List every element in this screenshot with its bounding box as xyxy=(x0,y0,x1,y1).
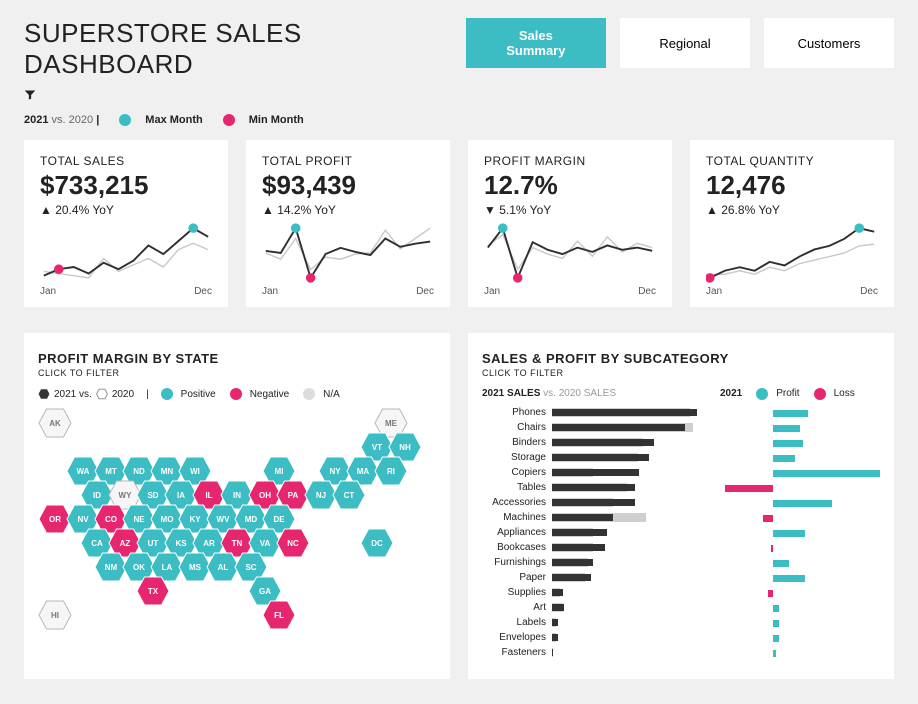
subcat-label: Art xyxy=(482,602,546,613)
state-hex-ak[interactable]: AK xyxy=(38,408,72,438)
kpi-delta: ▼ 5.1% YoY xyxy=(484,203,656,217)
kpi-card[interactable]: PROFIT MARGIN 12.7% ▼ 5.1% YoY JanDec xyxy=(468,140,672,307)
kpi-cards: TOTAL SALES $733,215 ▲ 20.4% YoY JanDec … xyxy=(24,140,894,307)
subcat-panel-title: SALES & PROFIT BY SUBCATEGORY xyxy=(482,351,880,366)
kpi-label: TOTAL SALES xyxy=(40,154,212,168)
state-legend: 2021 vs. 2020 | Positive Negative N/A xyxy=(38,388,436,400)
subcat-label: Chairs xyxy=(482,422,546,433)
subcat-row[interactable]: Accessories xyxy=(482,495,704,510)
profit-row[interactable] xyxy=(720,616,880,631)
profit-row[interactable] xyxy=(720,556,880,571)
subcat-row[interactable]: Bookcases xyxy=(482,540,704,555)
profit-row[interactable] xyxy=(720,601,880,616)
kpi-label: TOTAL PROFIT xyxy=(262,154,434,168)
subcat-label: Furnishings xyxy=(482,557,546,568)
subcat-row[interactable]: Paper xyxy=(482,570,704,585)
subcat-label: Supplies xyxy=(482,587,546,598)
subcat-panel-subtitle: CLICK TO FILTER xyxy=(482,368,880,378)
subcat-label: Storage xyxy=(482,452,546,463)
subcat-label: Envelopes xyxy=(482,632,546,643)
kpi-label: PROFIT MARGIN xyxy=(484,154,656,168)
subcat-label: Binders xyxy=(482,437,546,448)
subcat-label: Machines xyxy=(482,512,546,523)
tabs: Sales Summary Regional Customers xyxy=(466,18,894,68)
subcat-row[interactable]: Phones xyxy=(482,405,704,420)
subcat-row[interactable]: Binders xyxy=(482,435,704,450)
subcat-row[interactable]: Furnishings xyxy=(482,555,704,570)
subcat-label: Tables xyxy=(482,482,546,493)
subcat-profit-legend: 2021 Profit Loss xyxy=(720,388,880,400)
subcat-label: Fasteners xyxy=(482,647,546,658)
profit-row[interactable] xyxy=(720,511,880,526)
state-hex-fl[interactable]: FL xyxy=(262,600,296,630)
subcat-label: Appliances xyxy=(482,527,546,538)
subcat-row[interactable]: Tables xyxy=(482,480,704,495)
kpi-value: $93,439 xyxy=(262,170,434,201)
state-hex-nc[interactable]: NC xyxy=(276,528,310,558)
kpi-value: $733,215 xyxy=(40,170,212,201)
kpi-label: TOTAL QUANTITY xyxy=(706,154,878,168)
state-hex-tx[interactable]: TX xyxy=(136,576,170,606)
subcat-label: Paper xyxy=(482,572,546,583)
subcat-row[interactable]: Chairs xyxy=(482,420,704,435)
kpi-value: 12.7% xyxy=(484,170,656,201)
profit-row[interactable] xyxy=(720,436,880,451)
subcat-row[interactable]: Art xyxy=(482,600,704,615)
subcat-row[interactable]: Envelopes xyxy=(482,630,704,645)
subcat-row[interactable]: Machines xyxy=(482,510,704,525)
subcat-label: Labels xyxy=(482,617,546,628)
kpi-card[interactable]: TOTAL SALES $733,215 ▲ 20.4% YoY JanDec xyxy=(24,140,228,307)
filter-icon[interactable] xyxy=(24,88,894,106)
profit-row[interactable] xyxy=(720,496,880,511)
kpi-value: 12,476 xyxy=(706,170,878,201)
state-hex-dc[interactable]: DC xyxy=(360,528,394,558)
profit-row[interactable] xyxy=(720,631,880,646)
profit-row[interactable] xyxy=(720,571,880,586)
page-title: SUPERSTORE SALES DASHBOARD xyxy=(24,18,466,80)
subcat-row[interactable]: Supplies xyxy=(482,585,704,600)
kpi-card[interactable]: TOTAL QUANTITY 12,476 ▲ 26.8% YoY JanDec xyxy=(690,140,894,307)
subcat-row[interactable]: Storage xyxy=(482,450,704,465)
state-hex-ct[interactable]: CT xyxy=(332,480,366,510)
state-panel-subtitle: CLICK TO FILTER xyxy=(38,368,436,378)
tab-sales-summary[interactable]: Sales Summary xyxy=(466,18,606,68)
profit-row[interactable] xyxy=(720,481,880,496)
profit-row[interactable] xyxy=(720,451,880,466)
subcat-label: Copiers xyxy=(482,467,546,478)
profit-row[interactable] xyxy=(720,406,880,421)
state-hex-ri[interactable]: RI xyxy=(374,456,408,486)
kpi-card[interactable]: TOTAL PROFIT $93,439 ▲ 14.2% YoY JanDec xyxy=(246,140,450,307)
tab-customers[interactable]: Customers xyxy=(764,18,894,68)
profit-row[interactable] xyxy=(720,646,880,661)
subcat-sales-legend: 2021 SALES vs. 2020 SALES xyxy=(482,388,704,399)
subcat-row[interactable]: Copiers xyxy=(482,465,704,480)
state-panel: PROFIT MARGIN BY STATE CLICK TO FILTER 2… xyxy=(24,333,450,679)
kpi-delta: ▲ 20.4% YoY xyxy=(40,203,212,217)
tab-regional[interactable]: Regional xyxy=(620,18,750,68)
subcat-panel: SALES & PROFIT BY SUBCATEGORY CLICK TO F… xyxy=(468,333,894,679)
subcat-row[interactable]: Fasteners xyxy=(482,645,704,660)
profit-row[interactable] xyxy=(720,586,880,601)
profit-row[interactable] xyxy=(720,541,880,556)
state-panel-title: PROFIT MARGIN BY STATE xyxy=(38,351,436,366)
hex-map[interactable]: AKMEVTNHWAMTNDMNWIMINYMARIIDWYSDIAILINOH… xyxy=(38,408,436,658)
profit-row[interactable] xyxy=(720,526,880,541)
subcat-label: Bookcases xyxy=(482,542,546,553)
kpi-delta: ▲ 14.2% YoY xyxy=(262,203,434,217)
state-hex-hi[interactable]: HI xyxy=(38,600,72,630)
profit-row[interactable] xyxy=(720,421,880,436)
compare-legend: 2021 vs. 2020 | Max Month Min Month xyxy=(24,114,894,126)
kpi-delta: ▲ 26.8% YoY xyxy=(706,203,878,217)
subcat-label: Phones xyxy=(482,407,546,418)
subcat-row[interactable]: Appliances xyxy=(482,525,704,540)
subcat-label: Accessories xyxy=(482,497,546,508)
profit-row[interactable] xyxy=(720,466,880,481)
subcat-row[interactable]: Labels xyxy=(482,615,704,630)
